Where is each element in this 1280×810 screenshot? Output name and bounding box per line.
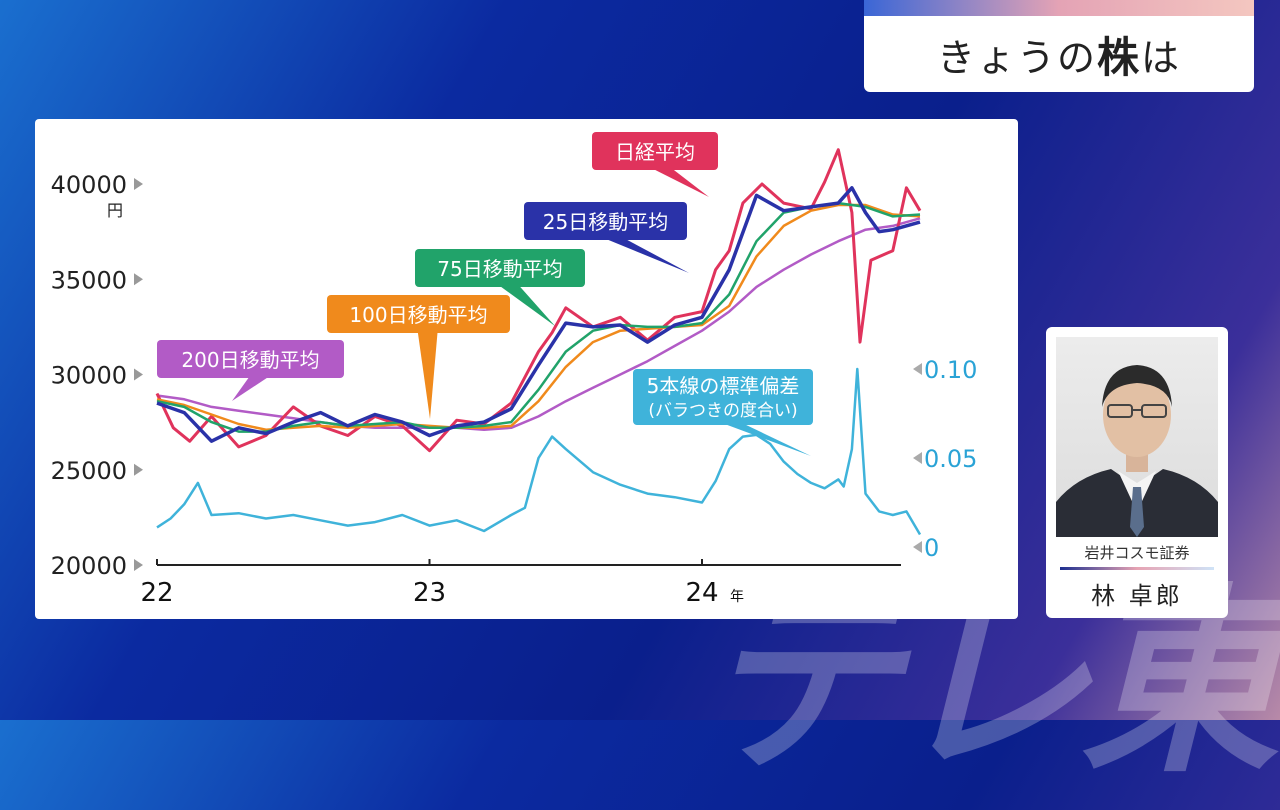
y2-tick-marker	[913, 363, 922, 375]
callout-label-ma75: 75日移動平均	[437, 257, 562, 281]
topic-strong: 株	[1096, 32, 1141, 82]
callout-label-ma100: 100日移動平均	[349, 303, 487, 327]
callout-label-ma200: 200日移動平均	[181, 348, 319, 372]
y-tick-marker	[134, 463, 143, 476]
series-line-stdev	[156, 367, 922, 536]
callout-label-nikkei: 日経平均	[615, 140, 695, 164]
guest-card: 岩井コスモ証券 林 卓郎	[1046, 327, 1228, 618]
callout-sublabel-stdev: (バラつきの度合い)	[648, 401, 797, 421]
y-tick-label: 40000	[51, 171, 127, 199]
topic-title: きょうの 株 は	[864, 16, 1254, 92]
x-unit-label: 年	[730, 589, 744, 605]
callout-box-stdev	[633, 369, 813, 425]
y-tick-marker	[134, 178, 143, 190]
guest-affiliation: 岩井コスモ証券	[1084, 544, 1190, 562]
y2-tick-label: 0.10	[924, 356, 977, 384]
x-tick-label: 22	[140, 578, 173, 608]
topic-accent-band	[864, 0, 1254, 16]
callout-box-ma25	[524, 202, 687, 240]
y2-tick-label: 0	[924, 534, 939, 562]
chart-svg: 40000 35000 30000 25000 20000 円 0.10 0.05 0 22 23 2…	[51, 132, 977, 608]
y-tick-marker	[134, 368, 143, 381]
callout-pointer-ma100	[417, 331, 438, 419]
callout-pointer-stdev	[722, 423, 811, 456]
callout-box-nikkei	[592, 132, 718, 170]
y-tick-marker	[134, 273, 143, 286]
callout-pointer-ma25	[603, 238, 689, 273]
y2-tick-label: 0.05	[924, 445, 977, 473]
y-tick-label: 20000	[51, 552, 127, 580]
y-tick-label: 30000	[51, 362, 127, 390]
callout-box-ma200	[157, 340, 344, 378]
y2-tick-marker	[913, 541, 922, 553]
callout-pointer-ma75	[498, 285, 555, 326]
callout-label-ma25: 25日移動平均	[543, 210, 668, 234]
stock-chart: 40000 35000 30000 25000 20000 円 0.10 0.05 0 22 23 2…	[35, 119, 1018, 619]
guest-photo	[1056, 337, 1218, 537]
topic-prefix: きょうの	[936, 35, 1097, 80]
callout-box-ma75	[415, 249, 585, 287]
guest-divider	[1060, 567, 1214, 570]
guest-name: 林 卓郎	[1091, 582, 1183, 610]
x-tick-label: 23	[413, 578, 446, 608]
callout-box-ma100	[327, 295, 510, 333]
y-tick-label: 35000	[51, 266, 127, 294]
y-tick-marker	[134, 559, 143, 571]
callout-pointer-ma200	[232, 376, 270, 401]
x-tick-label: 24	[685, 578, 718, 608]
topic-suffix: は	[1141, 35, 1182, 80]
callout-label-stdev: 5本線の標準偏差	[647, 374, 800, 398]
y-tick-label: 25000	[51, 457, 127, 485]
y-unit-label: 円	[107, 201, 123, 220]
y2-tick-marker	[913, 452, 922, 464]
series-line-ma25	[156, 186, 921, 443]
callout-pointer-nikkei	[651, 168, 709, 197]
